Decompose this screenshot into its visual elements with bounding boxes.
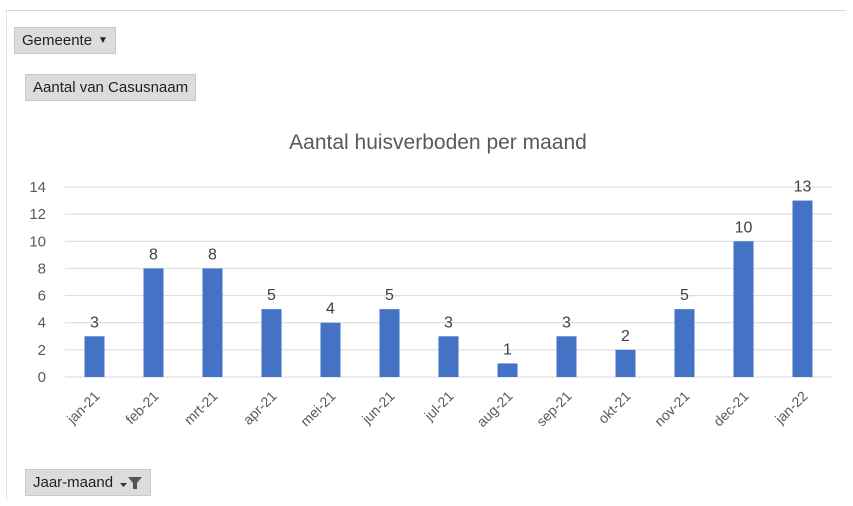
bar-aug-21[interactable] <box>497 363 518 377</box>
y-tick-label: 0 <box>38 369 46 386</box>
y-tick-label: 10 <box>29 233 46 250</box>
axis-field-filter-button[interactable]: Jaar-maand <box>25 469 152 496</box>
bar-jul-21[interactable] <box>438 336 459 377</box>
data-label-mei-21: 4 <box>326 301 335 318</box>
data-label-dec-21: 10 <box>735 219 753 236</box>
x-tick-label: mei-21 <box>297 388 339 430</box>
x-tick-label: jul-21 <box>420 388 456 424</box>
x-axis-ticks: jan-21 feb-21 mrt-21 apr-21 mei-21 jun-21 jul-… <box>63 388 811 430</box>
data-label-jan-21: 3 <box>90 314 99 331</box>
data-label-feb-21: 8 <box>149 246 158 263</box>
data-label-mrt-21: 8 <box>208 246 217 263</box>
bar-nov-21[interactable] <box>674 309 695 377</box>
x-tick-label: okt-21 <box>595 388 634 427</box>
bar-jan-21[interactable] <box>84 336 105 377</box>
data-label-aug-21: 1 <box>503 341 512 358</box>
bar-okt-21[interactable] <box>615 349 636 377</box>
data-label-jan-22: 13 <box>794 179 812 196</box>
x-tick-label: nov-21 <box>651 388 693 430</box>
gemeente-filter-button[interactable]: Gemeente ▼ <box>14 27 116 54</box>
x-tick-label: sep-21 <box>533 388 575 430</box>
gemeente-filter-label: Gemeente <box>22 31 93 49</box>
value-field-label: Aantal van Casusnaam <box>33 78 189 96</box>
bars <box>84 200 813 377</box>
x-tick-label: mrt-21 <box>181 388 221 428</box>
chart-frame <box>6 10 846 500</box>
dropdown-arrow-icon: ▼ <box>98 34 108 46</box>
y-tick-label: 4 <box>38 315 46 332</box>
y-tick-label: 8 <box>38 260 46 277</box>
filter-icon <box>119 476 143 490</box>
bar-feb-21[interactable] <box>143 268 164 377</box>
y-tick-label: 2 <box>38 342 46 359</box>
x-tick-label: jan-21 <box>63 388 103 428</box>
data-label-apr-21: 5 <box>267 287 276 304</box>
bar-sep-21[interactable] <box>556 336 577 377</box>
bar-dec-21[interactable] <box>733 241 754 377</box>
value-field-button[interactable]: Aantal van Casusnaam <box>25 74 197 101</box>
x-tick-label: jun-21 <box>358 388 398 428</box>
bar-jun-21[interactable] <box>379 309 400 377</box>
y-axis-ticks: 0 2 4 6 8 10 12 14 <box>29 179 46 386</box>
data-label-jul-21: 3 <box>444 314 453 331</box>
y-tick-label: 12 <box>29 206 46 223</box>
bar-mei-21[interactable] <box>320 322 341 377</box>
axis-field-label: Jaar-maand <box>33 473 114 491</box>
chart-title: Aantal huisverboden per maand <box>289 131 587 154</box>
x-tick-label: aug-21 <box>473 388 515 430</box>
data-label-jun-21: 5 <box>385 287 394 304</box>
data-label-sep-21: 3 <box>562 314 571 331</box>
data-label-nov-21: 5 <box>680 287 689 304</box>
data-label-okt-21: 2 <box>621 328 630 345</box>
x-tick-label: feb-21 <box>122 388 162 428</box>
x-tick-label: dec-21 <box>710 388 752 430</box>
y-tick-label: 6 <box>38 288 46 305</box>
x-tick-label: jan-22 <box>771 388 811 428</box>
x-tick-label: apr-21 <box>240 388 280 428</box>
y-tick-label: 14 <box>29 179 46 196</box>
bar-jan-22[interactable] <box>792 200 813 377</box>
bar-apr-21[interactable] <box>261 309 282 377</box>
bar-mrt-21[interactable] <box>202 268 223 377</box>
